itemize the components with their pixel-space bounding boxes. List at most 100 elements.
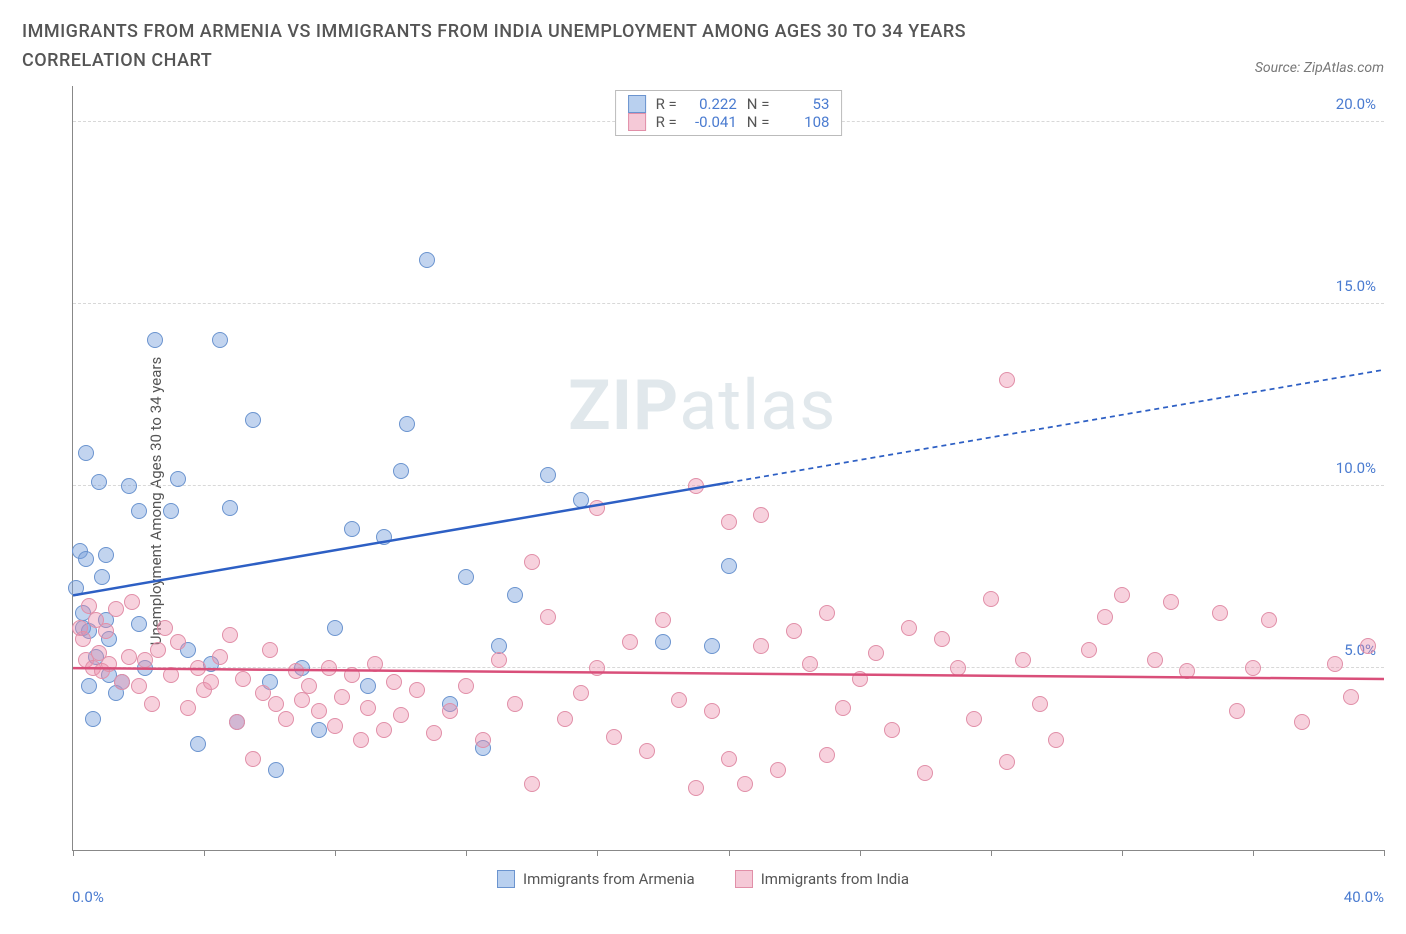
- data-point: [655, 612, 671, 628]
- data-point: [1327, 656, 1343, 672]
- data-point: [222, 500, 238, 516]
- data-point: [121, 478, 137, 494]
- watermark: ZIPatlas: [568, 365, 836, 447]
- data-point: [671, 692, 687, 708]
- data-point: [704, 703, 720, 719]
- data-point: [101, 656, 117, 672]
- data-point: [819, 747, 835, 763]
- data-point: [75, 631, 91, 647]
- data-point: [212, 649, 228, 665]
- r-label: R =: [656, 95, 677, 113]
- data-point: [704, 638, 720, 654]
- data-point: [68, 580, 84, 596]
- data-point: [311, 703, 327, 719]
- x-tick: [729, 850, 730, 856]
- data-point: [835, 700, 851, 716]
- r-value: -0.041: [687, 113, 737, 131]
- data-point: [144, 696, 160, 712]
- data-point: [147, 332, 163, 348]
- x-axis-max-label: 40.0%: [1344, 888, 1384, 906]
- x-tick: [860, 850, 861, 856]
- data-point: [688, 478, 704, 494]
- data-point: [1163, 594, 1179, 610]
- x-tick: [991, 850, 992, 856]
- data-point: [442, 703, 458, 719]
- x-tick: [466, 850, 467, 856]
- y-tick-label: 15.0%: [1336, 277, 1376, 295]
- data-point: [212, 332, 228, 348]
- data-point: [507, 587, 523, 603]
- data-point: [753, 507, 769, 523]
- data-point: [91, 474, 107, 490]
- data-point: [334, 689, 350, 705]
- data-point: [245, 412, 261, 428]
- grid-line: [73, 485, 1384, 486]
- data-point: [180, 700, 196, 716]
- data-point: [934, 631, 950, 647]
- data-point: [268, 696, 284, 712]
- data-point: [170, 634, 186, 650]
- r-label: R =: [656, 113, 677, 131]
- data-point: [190, 660, 206, 676]
- data-point: [81, 678, 97, 694]
- data-point: [294, 692, 310, 708]
- chart-title: IMMIGRANTS FROM ARMENIA VS IMMIGRANTS FR…: [22, 18, 1072, 76]
- data-point: [163, 667, 179, 683]
- data-point: [1229, 703, 1245, 719]
- data-point: [94, 569, 110, 585]
- data-point: [524, 554, 540, 570]
- data-point: [131, 616, 147, 632]
- data-point: [426, 725, 442, 741]
- data-point: [540, 467, 556, 483]
- data-point: [190, 736, 206, 752]
- data-point: [222, 627, 238, 643]
- data-point: [507, 696, 523, 712]
- n-label: N =: [747, 95, 770, 113]
- series-legend: Immigrants from Armenia Immigrants from I…: [22, 870, 1384, 888]
- legend-item: Immigrants from India: [735, 870, 909, 888]
- data-point: [235, 671, 251, 687]
- x-tick: [1384, 850, 1385, 856]
- data-point: [150, 642, 166, 658]
- legend-swatch: [628, 113, 646, 131]
- legend-series-name: Immigrants from India: [761, 870, 909, 888]
- scatter-chart: Unemployment Among Ages 30 to 34 years Z…: [22, 86, 1384, 916]
- data-point: [203, 674, 219, 690]
- data-point: [999, 754, 1015, 770]
- data-point: [409, 682, 425, 698]
- data-point: [458, 678, 474, 694]
- data-point: [367, 656, 383, 672]
- data-point: [819, 605, 835, 621]
- data-point: [475, 732, 491, 748]
- grid-line: [73, 303, 1384, 304]
- x-tick: [1122, 850, 1123, 856]
- data-point: [737, 776, 753, 792]
- data-point: [1081, 642, 1097, 658]
- data-point: [1048, 732, 1064, 748]
- data-point: [999, 372, 1015, 388]
- data-point: [770, 762, 786, 778]
- data-point: [344, 667, 360, 683]
- data-point: [721, 558, 737, 574]
- data-point: [262, 642, 278, 658]
- x-tick: [1253, 850, 1254, 856]
- data-point: [917, 765, 933, 781]
- data-point: [114, 674, 130, 690]
- legend-stat-row: R =0.222N =53: [628, 95, 830, 113]
- data-point: [753, 638, 769, 654]
- data-point: [376, 722, 392, 738]
- data-point: [491, 652, 507, 668]
- data-point: [268, 762, 284, 778]
- data-point: [1179, 663, 1195, 679]
- data-point: [419, 252, 435, 268]
- data-point: [1015, 652, 1031, 668]
- data-point: [301, 678, 317, 694]
- legend-series-name: Immigrants from Armenia: [523, 870, 695, 888]
- data-point: [786, 623, 802, 639]
- data-point: [360, 678, 376, 694]
- data-point: [983, 591, 999, 607]
- data-point: [131, 503, 147, 519]
- data-point: [589, 660, 605, 676]
- data-point: [353, 732, 369, 748]
- x-tick: [73, 850, 74, 856]
